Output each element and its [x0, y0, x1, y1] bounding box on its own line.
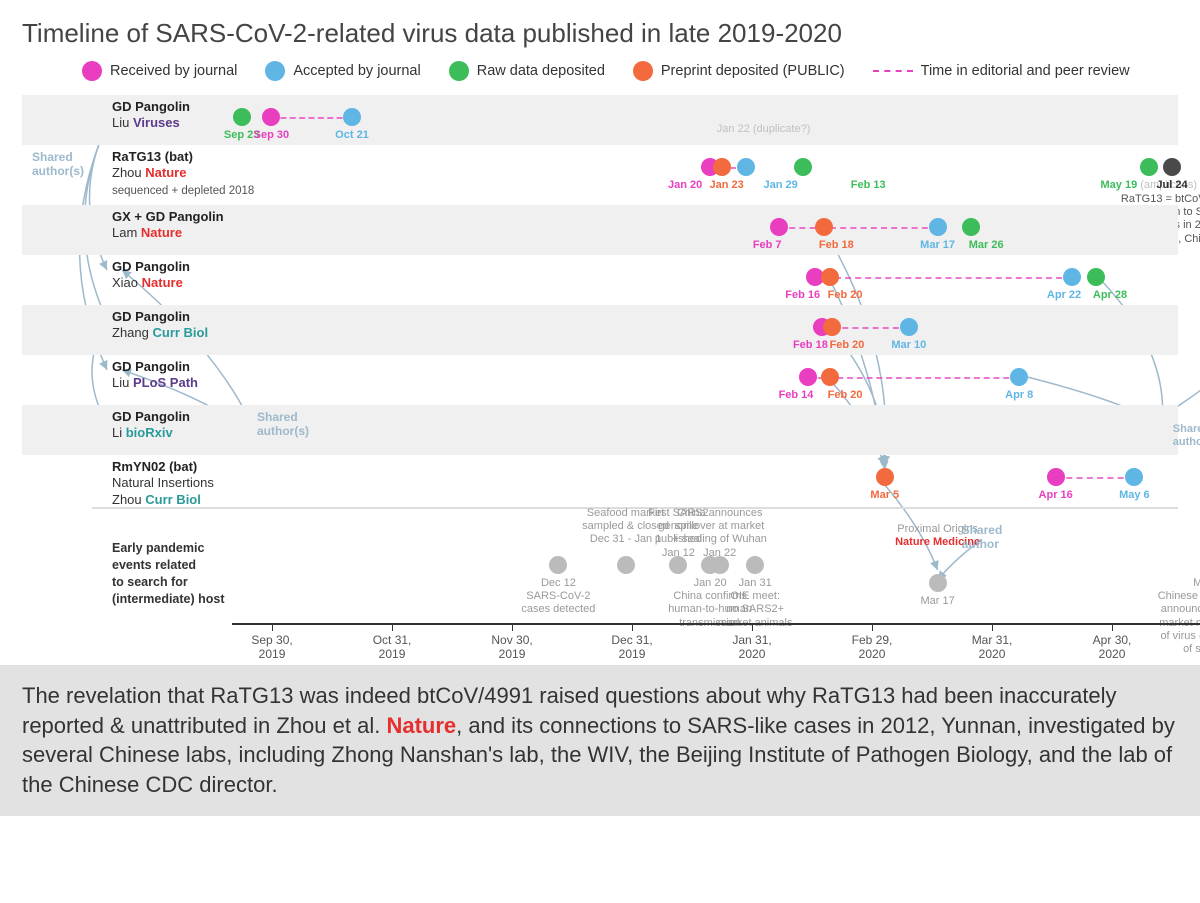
event-dot	[233, 108, 251, 126]
pandemic-event-dot	[549, 556, 567, 574]
pandemic-event-dot	[746, 556, 764, 574]
event-dot	[343, 108, 361, 126]
event-dot	[876, 468, 894, 486]
event-dot	[794, 158, 812, 176]
timeline-row	[22, 405, 1178, 455]
event-dot	[929, 218, 947, 236]
event-dot	[770, 218, 788, 236]
event-dot	[799, 368, 817, 386]
event-dot	[1047, 468, 1065, 486]
row-label: RaTG13 (bat)Zhou Naturesequenced + deple…	[112, 149, 254, 198]
event-dot	[821, 368, 839, 386]
legend-item: Received by journal	[82, 61, 237, 81]
pandemic-label: Early pandemicevents relatedto search fo…	[112, 540, 225, 608]
event-dot	[823, 318, 841, 336]
row-label: GD PangolinZhang Curr Biol	[112, 309, 208, 342]
event-dot	[737, 158, 755, 176]
event-dot	[1125, 468, 1143, 486]
event-dot	[962, 218, 980, 236]
footer-text: The revelation that RaTG13 was indeed bt…	[0, 665, 1200, 816]
legend-item: Time in editorial and peer review	[873, 63, 1130, 79]
row-label: GD PangolinLiu PLoS Path	[112, 359, 198, 392]
pandemic-event-dot	[929, 574, 947, 592]
event-dot	[900, 318, 918, 336]
event-dot	[262, 108, 280, 126]
row-label: RmYN02 (bat)Natural InsertionsZhou Curr …	[112, 459, 214, 508]
legend-item: Raw data deposited	[449, 61, 605, 81]
legend: Received by journal Accepted by journal Ra…	[22, 61, 1178, 81]
event-dot	[821, 268, 839, 286]
page-title: Timeline of SARS-CoV-2-related virus dat…	[22, 18, 1178, 49]
event-dot	[1063, 268, 1081, 286]
row-label: GX + GD PangolinLam Nature	[112, 209, 224, 242]
row-label: GD PangolinLi bioRxiv	[112, 409, 190, 442]
legend-item: Accepted by journal	[265, 61, 420, 81]
event-dot	[815, 218, 833, 236]
event-dot	[1140, 158, 1158, 176]
row-label: GD PangolinXiao Nature	[112, 259, 190, 292]
timeline-row	[22, 95, 1178, 145]
legend-item: Preprint deposited (PUBLIC)	[633, 61, 845, 81]
row-label: GD PangolinLiu Viruses	[112, 99, 190, 132]
event-dot	[1087, 268, 1105, 286]
timeline-chart: GD PangolinLiu VirusesSep 23Sep 30Oct 21…	[22, 95, 1178, 665]
event-dot	[1010, 368, 1028, 386]
event-dot	[713, 158, 731, 176]
timeline-row	[22, 255, 1178, 305]
